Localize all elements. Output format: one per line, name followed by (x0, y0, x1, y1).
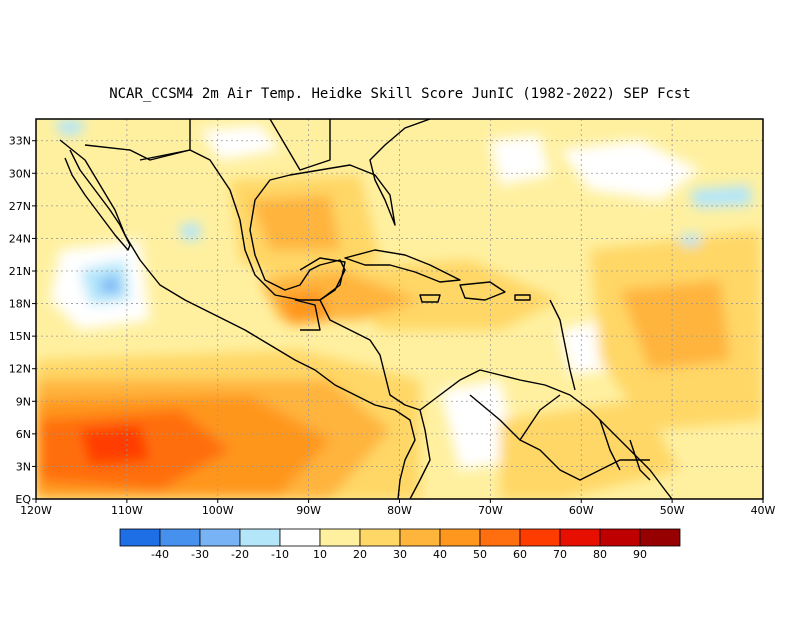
white-region (560, 140, 700, 200)
white-region (200, 125, 280, 160)
colorbar-swatch (239, 528, 281, 547)
mid-orange-region (620, 280, 730, 370)
lon-tick-label: 120W (20, 504, 52, 517)
white-region (490, 135, 550, 185)
blue-region (680, 234, 700, 246)
colorbar-label: -20 (231, 548, 249, 561)
colorbar-label: 50 (473, 548, 487, 561)
red-region (80, 425, 150, 465)
colorbar-label: -40 (151, 548, 169, 561)
lat-tick-label: 30N (9, 167, 31, 180)
colorbar-label: 10 (313, 548, 327, 561)
lat-tick-label: 27N (9, 200, 31, 213)
mid-orange-region (250, 195, 340, 250)
orange-region (500, 400, 680, 499)
lat-tick-label: 12N (9, 363, 31, 376)
colorbar-swatch (199, 528, 241, 547)
colorbar-swatch (479, 528, 521, 547)
colorbar-swatch (519, 528, 561, 547)
colorbar-swatch (439, 528, 481, 547)
lon-tick-label: 90W (296, 504, 321, 517)
colorbar-label: 40 (433, 548, 447, 561)
colorbar-label: -30 (191, 548, 209, 561)
colorbar-swatch (559, 528, 601, 547)
lon-tick-label: 70W (478, 504, 503, 517)
lat-tick-label: 33N (9, 135, 31, 148)
lat-tick-label: 18N (9, 298, 31, 311)
gridlines (36, 119, 763, 499)
lat-tick-label: 3N (16, 460, 31, 473)
colorbar (119, 528, 681, 547)
blue-region (100, 276, 120, 294)
lon-tick-label: 110W (111, 504, 143, 517)
lat-tick-label: 15N (9, 330, 31, 343)
colorbar-swatch (399, 528, 441, 547)
blue-region (180, 222, 200, 240)
colorbar-swatch (159, 528, 201, 547)
colorbar-swatch (359, 528, 401, 547)
colorbar-label: 70 (553, 548, 567, 561)
longitude-axis: 120W 110W 100W 90W 80W 70W 60W 50W 40W (20, 499, 776, 517)
lon-tick-label: 50W (660, 504, 685, 517)
latitude-axis: 33N 30N 27N 24N 21N 18N 15N 12N 9N 6N 3N EQ (9, 135, 36, 506)
map-title: NCAR_CCSM4 2m Air Temp. Heidke Skill Sco… (109, 86, 691, 102)
coastlines (59, 119, 673, 499)
blue-region (690, 185, 752, 208)
colorbar-swatch (279, 528, 321, 547)
lon-tick-label: 60W (569, 504, 594, 517)
blue-region (55, 120, 85, 135)
orange-region (330, 260, 560, 330)
colorbar-label: 60 (513, 548, 527, 561)
colorbar-label: -10 (271, 548, 289, 561)
lon-tick-label: 100W (202, 504, 234, 517)
colorbar-labels: -40 -30 -20 -10 10 20 30 40 50 60 70 80 90 (151, 548, 647, 561)
colorbar-label: 30 (393, 548, 407, 561)
colorbar-swatch (599, 528, 641, 547)
lat-tick-label: EQ (15, 493, 31, 506)
lat-tick-label: 21N (9, 265, 31, 278)
colorbar-swatch (319, 528, 361, 547)
colorbar-swatch (639, 528, 681, 547)
colorbar-swatch (119, 528, 161, 547)
colorbar-label: 90 (633, 548, 647, 561)
lat-tick-label: 6N (16, 428, 31, 441)
colorbar-label: 80 (593, 548, 607, 561)
lon-tick-label: 40W (751, 504, 776, 517)
lat-tick-label: 9N (16, 395, 31, 408)
lon-tick-label: 80W (387, 504, 412, 517)
lat-tick-label: 24N (9, 232, 31, 245)
white-region (560, 320, 610, 375)
colorbar-label: 20 (353, 548, 367, 561)
